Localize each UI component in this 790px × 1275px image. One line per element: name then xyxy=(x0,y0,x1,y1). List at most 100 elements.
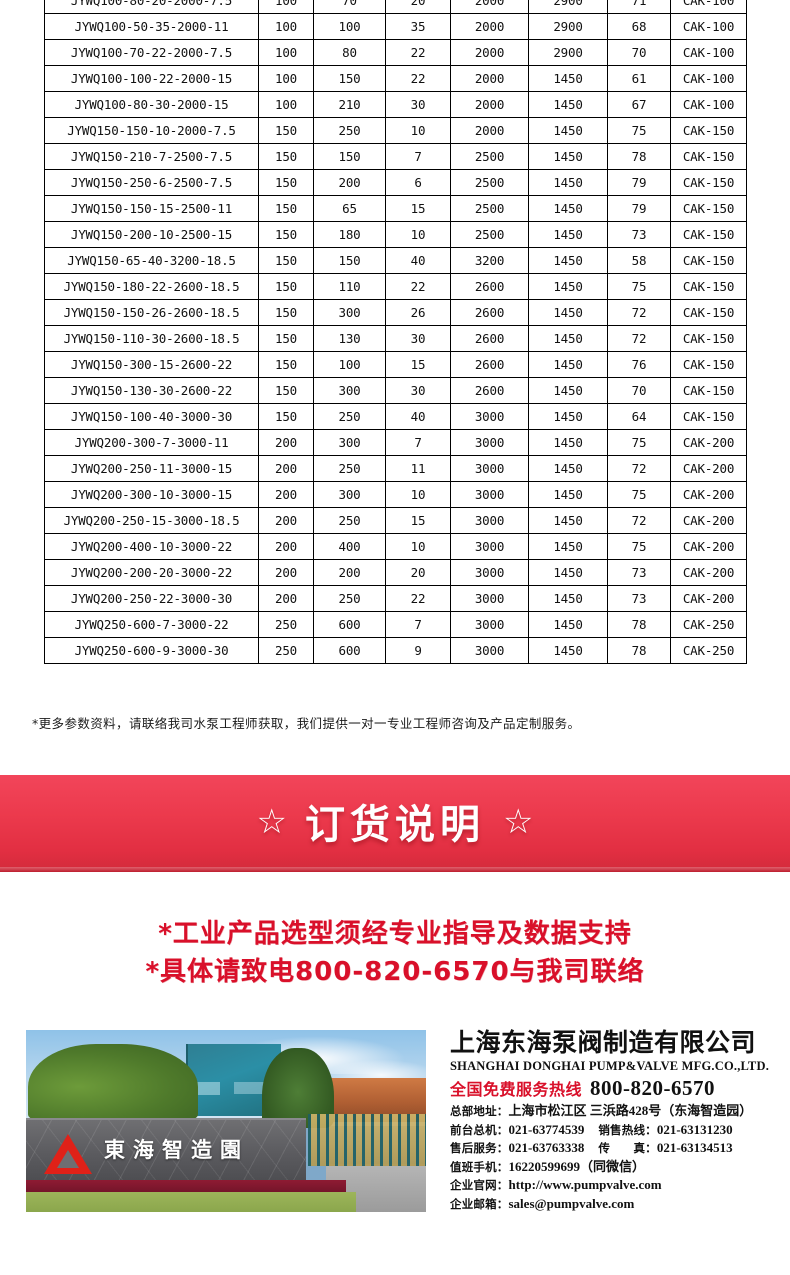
cell-value: 73 xyxy=(607,585,671,612)
cell-value: 200 xyxy=(258,507,314,534)
cell-value: 30 xyxy=(385,91,451,118)
cell-value: 1450 xyxy=(528,169,608,196)
frontdesk-label: 前台总机： xyxy=(450,1122,509,1137)
cell-value: 1450 xyxy=(528,559,608,586)
cell-value: 22 xyxy=(385,585,451,612)
cell-model: JYWQ250-600-7-3000-22 xyxy=(44,611,259,638)
table-row: JYWQ150-250-6-2500-7.5 150 200 6 2500 1450 79 C… xyxy=(44,169,747,196)
cell-value: 6 xyxy=(385,169,451,196)
cell-value: 9 xyxy=(385,637,451,664)
cell-value: 2900 xyxy=(528,13,608,40)
cell-value: 75 xyxy=(607,533,671,560)
cell-value: 400 xyxy=(313,533,386,560)
cell-model: JYWQ100-80-30-2000-15 xyxy=(44,91,259,118)
cell-value: 2600 xyxy=(450,299,529,326)
cell-value: 150 xyxy=(258,299,314,326)
cell-value: 75 xyxy=(607,481,671,508)
cell-value: 150 xyxy=(258,247,314,274)
table-row: JYWQ150-130-30-2600-22 150 300 30 2600 1450 70… xyxy=(44,377,747,404)
table-row: JYWQ150-200-10-2500-15 150 180 10 2500 1450 73… xyxy=(44,221,747,248)
address-label: 总部地址： xyxy=(450,1104,509,1118)
cell-model: JYWQ250-600-9-3000-30 xyxy=(44,637,259,664)
cell-value: 22 xyxy=(385,65,451,92)
cell-value: 40 xyxy=(385,247,451,274)
cell-model: JYWQ150-180-22-2600-18.5 xyxy=(44,273,259,300)
cell-value: CAK-150 xyxy=(670,117,747,144)
cell-value: 3000 xyxy=(450,429,529,456)
cell-model: JYWQ150-65-40-3200-18.5 xyxy=(44,247,259,274)
cell-value: 100 xyxy=(258,0,314,14)
hotline-number: 800-820-6570 xyxy=(590,1076,716,1100)
cell-model: JYWQ100-100-22-2000-15 xyxy=(44,65,259,92)
cell-value: 73 xyxy=(607,221,671,248)
website-value[interactable]: http://www.pumpvalve.com xyxy=(508,1177,662,1192)
photo-wall-text: 東海智造園 xyxy=(104,1138,249,1162)
cell-value: 79 xyxy=(607,169,671,196)
website-row[interactable]: 企业官网：http://www.pumpvalve.com xyxy=(450,1176,780,1195)
cell-value: 3000 xyxy=(450,455,529,482)
email-row[interactable]: 企业邮箱：sales@pumpvalve.com xyxy=(450,1195,780,1214)
table-row: JYWQ150-100-40-3000-30 150 250 40 3000 1450 64… xyxy=(44,403,747,430)
sales-value: 021-63131230 xyxy=(656,1121,733,1137)
cell-value: 15 xyxy=(385,507,451,534)
order-notice-block: *工业产品选型须经专业指导及数据支持 *具体请致电800-820-6570与我司… xyxy=(0,915,790,991)
cell-model: JYWQ150-200-10-2500-15 xyxy=(44,221,259,248)
cell-value: 70 xyxy=(607,39,671,66)
hotline-row: 全国免费服务热线 800-820-6570 xyxy=(450,1076,780,1102)
cell-value: 150 xyxy=(313,247,386,274)
table-row: JYWQ200-300-10-3000-15 200 300 10 3000 1450 75… xyxy=(44,481,747,508)
cell-model: JYWQ200-300-10-3000-15 xyxy=(44,481,259,508)
cell-value: CAK-150 xyxy=(670,403,747,430)
cell-value: 150 xyxy=(258,377,314,404)
cell-value: 2600 xyxy=(450,377,529,404)
table-row: JYWQ100-80-30-2000-15 100 210 30 2000 1450 67 C… xyxy=(44,91,747,118)
cell-value: 3000 xyxy=(450,403,529,430)
cell-value: 72 xyxy=(607,455,671,482)
cell-value: 70 xyxy=(607,377,671,404)
donghai-triangle-logo-icon xyxy=(44,1134,92,1176)
cell-value: 150 xyxy=(258,325,314,352)
cell-value: 79 xyxy=(607,195,671,222)
cell-model: JYWQ200-300-7-3000-11 xyxy=(44,429,259,456)
sales-label: 销售热线： xyxy=(598,1122,657,1137)
cell-value: 15 xyxy=(385,351,451,378)
cell-value: 11 xyxy=(385,455,451,482)
cell-value: 150 xyxy=(258,117,314,144)
cell-value: 68 xyxy=(607,13,671,40)
cell-value: 2900 xyxy=(528,0,608,14)
address-value: 上海市松江区 三浜路428号（东海智造园） xyxy=(508,1103,753,1118)
cell-value: 1450 xyxy=(528,429,608,456)
cell-value: 300 xyxy=(313,299,386,326)
cell-value: CAK-200 xyxy=(670,481,747,508)
pump-spec-table: JYWQ100-80-20-2000-7.5 100 70 20 2000 2900 71 C… xyxy=(44,0,747,664)
table-row: JYWQ250-600-7-3000-22 250 600 7 3000 1450 78 CA… xyxy=(44,611,747,638)
cell-model: JYWQ200-200-20-3000-22 xyxy=(44,559,259,586)
address-row: 总部地址：上海市松江区 三浜路428号（东海智造园） xyxy=(450,1102,780,1121)
cell-value: 1450 xyxy=(528,377,608,404)
cell-value: 20 xyxy=(385,0,451,14)
photo-lawn xyxy=(26,1192,356,1212)
cell-value: 1450 xyxy=(528,221,608,248)
cell-value: 2000 xyxy=(450,65,529,92)
cell-value: 600 xyxy=(313,611,386,638)
cell-value: 200 xyxy=(258,585,314,612)
cell-value: 30 xyxy=(385,377,451,404)
photo-fence xyxy=(308,1114,426,1166)
spec-table-container: JYWQ100-80-20-2000-7.5 100 70 20 2000 2900 71 C… xyxy=(44,0,747,664)
company-contact-block: 上海东海泵阀制造有限公司 SHANGHAI DONGHAI PUMP&VALVE… xyxy=(450,1028,780,1213)
cell-value: 100 xyxy=(258,91,314,118)
cell-value: CAK-150 xyxy=(670,169,747,196)
cell-value: 3000 xyxy=(450,611,529,638)
cell-model: JYWQ150-150-15-2500-11 xyxy=(44,195,259,222)
cell-model: JYWQ150-150-26-2600-18.5 xyxy=(44,299,259,326)
cell-value: 71 xyxy=(607,0,671,14)
email-value[interactable]: sales@pumpvalve.com xyxy=(508,1195,635,1211)
cell-value: 110 xyxy=(313,273,386,300)
cell-value: 3200 xyxy=(450,247,529,274)
cell-value: CAK-200 xyxy=(670,533,747,560)
cell-value: 150 xyxy=(258,195,314,222)
cell-value: CAK-200 xyxy=(670,455,747,482)
cell-value: 200 xyxy=(258,559,314,586)
cell-value: CAK-200 xyxy=(670,585,747,612)
